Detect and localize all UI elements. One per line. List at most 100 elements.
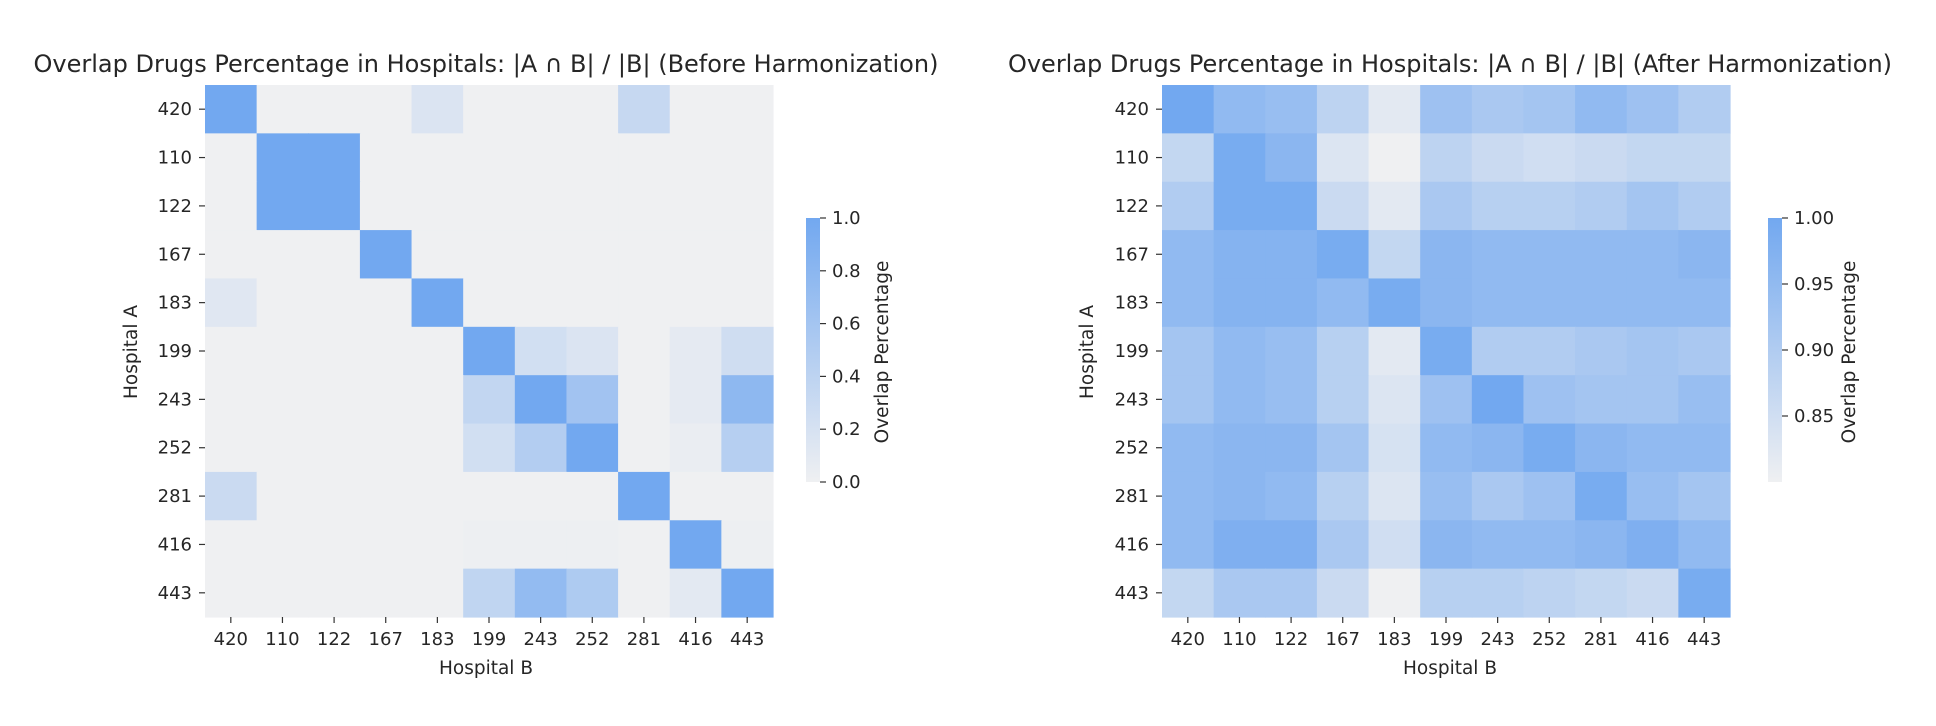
- chart-title: Overlap Drugs Percentage in Hospitals: |…: [34, 50, 939, 78]
- heatmap-cell: [566, 181, 619, 231]
- heatmap-cell: [618, 520, 671, 570]
- heatmap-cell: [514, 230, 568, 280]
- heatmap-cell: [1626, 181, 1679, 231]
- x-tick-label: 199: [1429, 629, 1463, 650]
- heatmap-cell: [566, 133, 619, 183]
- colorbar: 0.0 0.2 0.4 0.6 0.8 1.0: [806, 208, 861, 493]
- colorbar-tick-label: 0.85: [1794, 406, 1834, 427]
- x-tick-label: 199: [472, 629, 506, 650]
- colorbar-label: Overlap Percentage: [872, 261, 893, 444]
- heatmap-cell: [308, 85, 361, 134]
- heatmap-cell: [1575, 375, 1628, 425]
- heatmap-cell: [1368, 375, 1421, 425]
- heatmap-cell: [411, 326, 464, 376]
- heatmap-cell: [463, 230, 516, 280]
- heatmap-cell: [1626, 85, 1679, 134]
- x-tick-label: 110: [265, 629, 299, 650]
- heatmap-cell: [1265, 375, 1318, 425]
- heatmap-cell: [1162, 278, 1215, 328]
- heatmap-cell: [1471, 375, 1525, 425]
- colorbar-tick-label: 0.2: [832, 419, 861, 440]
- heatmap-cell: [359, 375, 413, 425]
- heatmap-cell: [1213, 423, 1266, 473]
- heatmap-cell: [1213, 133, 1266, 183]
- heatmap-cell: [1162, 471, 1215, 521]
- heatmap-cell: [1420, 326, 1473, 376]
- heatmap-cell: [1678, 133, 1731, 183]
- y-tick-labels: 420 110 122 167 183 199 243 252 281 416 443: [1115, 99, 1162, 604]
- heatmap-cell: [256, 471, 309, 521]
- heatmap-cell: [411, 520, 464, 570]
- heatmap-cell: [1626, 375, 1679, 425]
- x-tick-label: 110: [1222, 629, 1256, 650]
- heatmap-cell: [1575, 568, 1628, 618]
- heatmap-cell: [1575, 181, 1628, 231]
- heatmap-cell: [1420, 375, 1473, 425]
- heatmap-cell: [1523, 85, 1576, 134]
- heatmap-cell: [1471, 471, 1525, 521]
- heatmap-cell: [1420, 568, 1473, 618]
- heatmap-cell: [1213, 326, 1266, 376]
- colorbar-tick-label: 1.0: [832, 208, 861, 229]
- heatmap-cell: [721, 181, 774, 231]
- heatmap-cell: [721, 568, 774, 618]
- colorbar-tick-label: 0.4: [832, 366, 861, 387]
- x-tick-label: 183: [420, 629, 454, 650]
- colorbar-label: Overlap Percentage: [1839, 261, 1860, 444]
- heatmap-cell: [1420, 181, 1473, 231]
- heatmap-cell: [411, 471, 464, 521]
- heatmap-cell: [566, 85, 619, 134]
- x-tick-label: 167: [369, 629, 403, 650]
- heatmap-cell: [1265, 471, 1318, 521]
- heatmap-cell: [411, 375, 464, 425]
- heatmap-cell: [1420, 423, 1473, 473]
- heatmap-cell: [618, 85, 671, 134]
- heatmap-cell: [1678, 423, 1731, 473]
- x-tick-labels: 420 110 122 167 183 199 243 252 281 416 443: [1171, 617, 1721, 650]
- heatmap-cell: [411, 568, 464, 618]
- y-tick-label: 122: [1115, 196, 1149, 217]
- heatmap-cell: [463, 520, 516, 570]
- heatmap-cell: [618, 568, 671, 618]
- heatmap-cell: [1213, 278, 1266, 328]
- heatmap-cell: [1213, 471, 1266, 521]
- heatmap-cell: [1213, 375, 1266, 425]
- heatmap-cell: [1316, 568, 1370, 618]
- heatmap-cell: [1523, 520, 1576, 570]
- heatmap-cell: [514, 133, 568, 183]
- heatmap-cell: [669, 520, 722, 570]
- heatmap-cell: [411, 278, 464, 328]
- heatmap-cell: [256, 520, 309, 570]
- heatmap-cell: [1575, 471, 1628, 521]
- y-tick-label: 199: [1115, 341, 1149, 362]
- x-tick-label: 243: [523, 629, 557, 650]
- x-tick-label: 281: [1584, 629, 1618, 650]
- colorbar: 0.85 0.90 0.95 1.00: [1768, 208, 1834, 482]
- y-tick-label: 281: [158, 486, 192, 507]
- y-tick-label: 199: [158, 341, 192, 362]
- heatmap-cell: [205, 181, 258, 231]
- x-tick-label: 281: [627, 629, 661, 650]
- heatmap-cell: [1213, 85, 1266, 134]
- heatmap-cell: [308, 278, 361, 328]
- heatmap-cell: [1575, 85, 1628, 134]
- heatmap-cell: [1162, 230, 1215, 280]
- x-tick-label: 252: [575, 629, 609, 650]
- heatmap-cell: [566, 471, 619, 521]
- heatmap-cell: [463, 375, 516, 425]
- heatmap-cell: [669, 568, 722, 618]
- heatmap-before-harmonization: Overlap Drugs Percentage in Hospitals: |…: [34, 50, 939, 679]
- heatmap-cell: [463, 278, 516, 328]
- heatmap-cell: [514, 85, 568, 134]
- heatmap-cells: [205, 85, 774, 618]
- heatmap-cell: [308, 230, 361, 280]
- heatmap-cell: [1678, 520, 1731, 570]
- heatmap-cell: [411, 85, 464, 134]
- heatmap-cell: [359, 85, 413, 134]
- heatmap-cell: [1316, 471, 1370, 521]
- colorbar-tick-label: 0.95: [1794, 274, 1834, 295]
- heatmap-cell: [256, 230, 309, 280]
- heatmap-cell: [359, 278, 413, 328]
- colorbar-tick-label: 0.8: [832, 261, 861, 282]
- heatmap-cell: [1626, 133, 1679, 183]
